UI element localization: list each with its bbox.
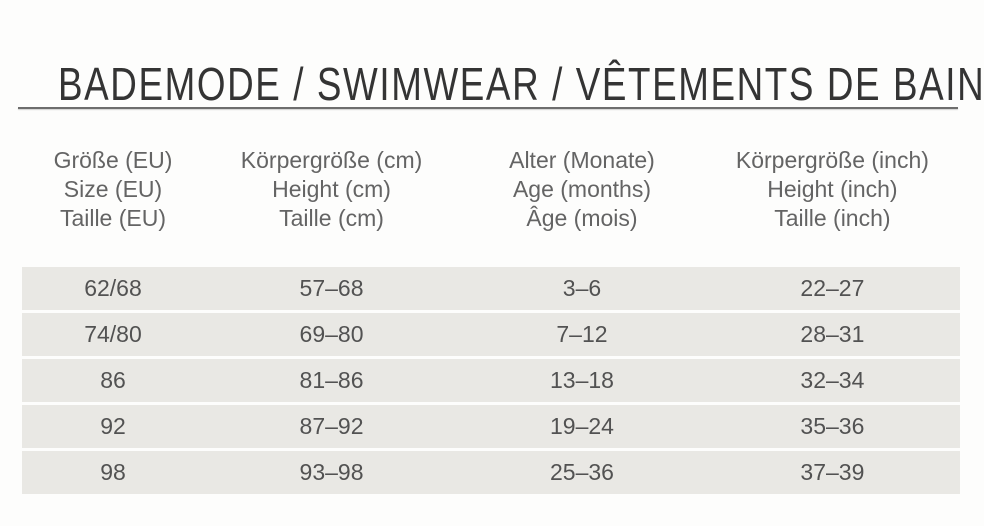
table-row: 62/68 57–68 3–6 22–27 bbox=[22, 267, 960, 310]
cell-size-eu: 98 bbox=[100, 459, 126, 485]
cell-height-cm: 93–98 bbox=[299, 459, 364, 485]
cell-size-eu: 62/68 bbox=[84, 275, 142, 301]
cell-age-months: 19–24 bbox=[549, 413, 614, 439]
cell-height-inch: 35–36 bbox=[800, 413, 865, 439]
cell-height-inch: 22–27 bbox=[800, 275, 865, 301]
cell-height-cm: 81–86 bbox=[299, 367, 364, 393]
column-header-age-months: Alter (Monate) Age (months) Âge (mois) bbox=[459, 146, 705, 233]
header-line: Size (EU) bbox=[63, 176, 163, 202]
header-line: Größe (EU) bbox=[53, 147, 173, 173]
table-body: 62/68 57–68 3–6 22–27 74/80 69–80 7–12 2… bbox=[22, 267, 960, 494]
cell-age-months: 13–18 bbox=[549, 367, 614, 393]
header-line: Körpergröße (inch) bbox=[735, 147, 929, 173]
table-row: 98 93–98 25–36 37–39 bbox=[22, 451, 960, 494]
cell-height-inch: 37–39 bbox=[800, 459, 865, 485]
header-line: Age (months) bbox=[512, 176, 651, 202]
table-row: 86 81–86 13–18 32–34 bbox=[22, 359, 960, 402]
column-header-height-cm: Körpergröße (cm) Height (cm) Taille (cm) bbox=[204, 146, 459, 233]
cell-size-eu: 92 bbox=[100, 413, 126, 439]
header-line: Taille (cm) bbox=[279, 205, 384, 231]
column-header-height-inch: Körpergröße (inch) Height (inch) Taille … bbox=[705, 146, 960, 233]
cell-height-cm: 69–80 bbox=[299, 321, 364, 347]
cell-height-inch: 32–34 bbox=[800, 367, 865, 393]
size-chart-table: Größe (EU) Size (EU) Taille (EU) Körperg… bbox=[22, 146, 960, 497]
cell-height-inch: 28–31 bbox=[800, 321, 865, 347]
header-line: Taille (inch) bbox=[774, 205, 891, 231]
cell-height-cm: 57–68 bbox=[299, 275, 364, 301]
header-line: Height (inch) bbox=[767, 176, 898, 202]
header-line: Körpergröße (cm) bbox=[240, 147, 423, 173]
cell-age-months: 7–12 bbox=[556, 321, 608, 347]
title-divider bbox=[18, 107, 958, 109]
table-header-row: Größe (EU) Size (EU) Taille (EU) Körperg… bbox=[22, 146, 960, 233]
table-row: 92 87–92 19–24 35–36 bbox=[22, 405, 960, 448]
column-header-size-eu: Größe (EU) Size (EU) Taille (EU) bbox=[22, 146, 204, 233]
table-row: 74/80 69–80 7–12 28–31 bbox=[22, 313, 960, 356]
header-line: Alter (Monate) bbox=[509, 147, 655, 173]
cell-age-months: 3–6 bbox=[562, 275, 602, 301]
cell-height-cm: 87–92 bbox=[299, 413, 364, 439]
cell-size-eu: 74/80 bbox=[84, 321, 142, 347]
header-line: Âge (mois) bbox=[526, 205, 638, 231]
cell-age-months: 25–36 bbox=[549, 459, 614, 485]
header-line: Taille (EU) bbox=[59, 205, 167, 231]
header-line: Height (cm) bbox=[272, 176, 391, 202]
cell-size-eu: 86 bbox=[100, 367, 126, 393]
page-title: BADEMODE / SWIMWEAR / VÊTEMENTS DE BAIN bbox=[58, 57, 984, 110]
